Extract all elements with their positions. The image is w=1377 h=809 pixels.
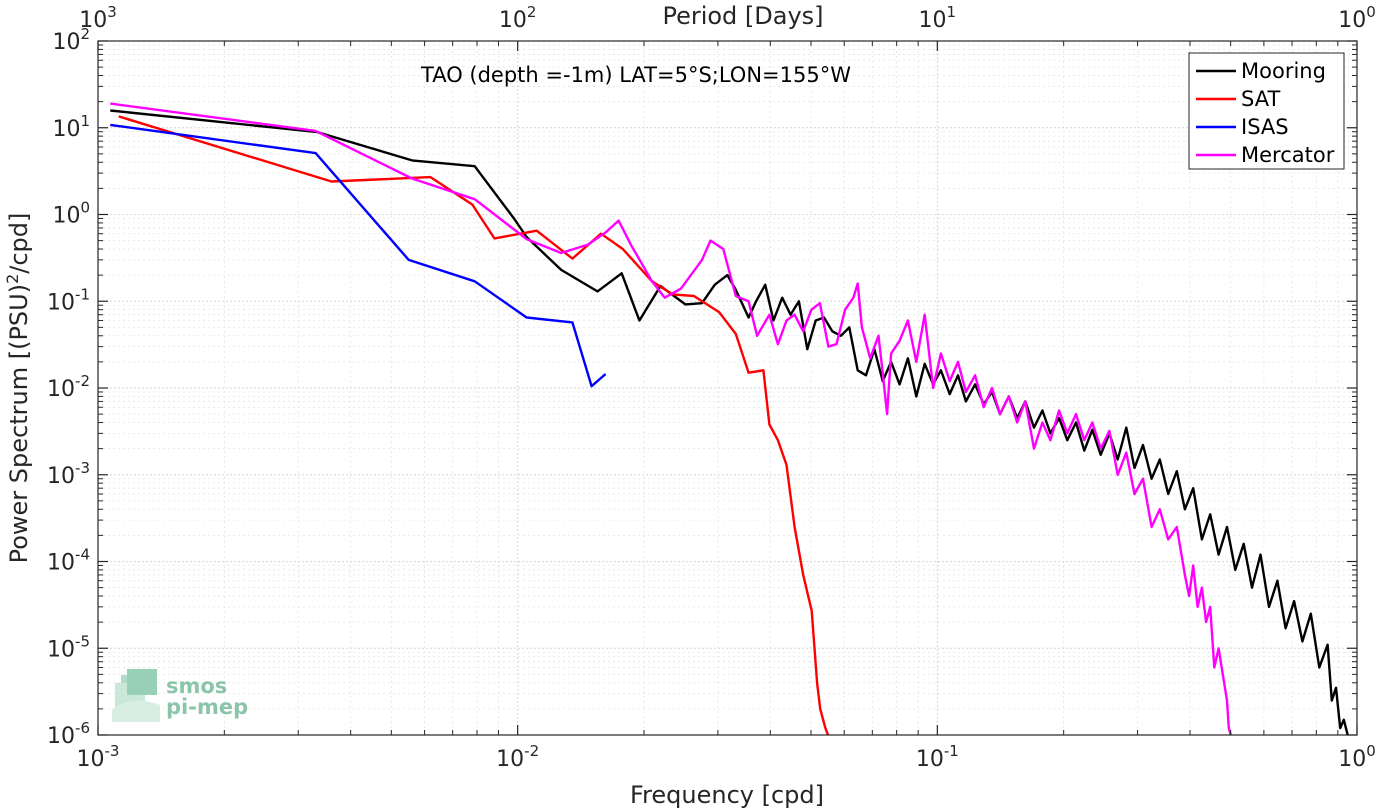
y-axis-title-suffix: /cpd] [5, 213, 33, 274]
x-tick-label: 10-2 [496, 742, 539, 772]
legend-label-sat: SAT [1241, 87, 1280, 111]
y-tick-label: 10-1 [47, 285, 90, 315]
y-tick-label: 101 [52, 112, 90, 142]
x-tick-label: 10-3 [77, 742, 120, 772]
series-line-mercator [110, 102, 1232, 735]
logo-mark-layer-3 [127, 669, 157, 695]
x-tick-label: 100 [1338, 742, 1376, 772]
series-line-sat [118, 115, 830, 735]
y-axis-title-prefix: Power Spectrum [(PSU) [5, 284, 33, 563]
logo-line-2: pi-mep [166, 695, 248, 719]
legend-label-mercator: Mercator [1241, 143, 1335, 167]
x2-tick-label: 100 [1338, 3, 1376, 33]
y-tick-label: 10-3 [47, 459, 90, 489]
logo-line-1: smos [166, 674, 227, 698]
logo-mark-wave [112, 700, 160, 722]
y-tick-label: 10-5 [47, 632, 90, 662]
chart-title: TAO (depth =-1m) LAT=5°S;LON=155°W [420, 63, 851, 87]
y-tick-label: 100 [52, 199, 90, 229]
y-tick-label: 10-6 [47, 719, 90, 749]
legend-label-mooring: Mooring [1241, 59, 1326, 83]
legend-label-isas: ISAS [1241, 115, 1289, 139]
x2-tick-label: 101 [919, 3, 957, 33]
x-axis-title: Frequency [cpd] [630, 781, 824, 809]
y-tick-label: 10-4 [47, 546, 90, 576]
series-line-isas [110, 123, 607, 388]
x2-tick-label: 103 [79, 3, 117, 33]
y-axis-title: Power Spectrum [(PSU)2/cpd] [3, 213, 33, 564]
legend-items: Mooring SAT ISAS Mercator [1196, 59, 1335, 167]
y-tick-label: 10-2 [47, 372, 90, 402]
smos-pi-mep-logo: smos pi-mep [112, 669, 248, 722]
legend-box [1188, 52, 1345, 170]
x2-tick-label: 102 [499, 3, 537, 33]
legend: Mooring SAT ISAS Mercator [1188, 52, 1345, 170]
series-layer [110, 102, 1349, 735]
y-axis-title-sup: 2 [3, 274, 22, 284]
x-tick-label: 10-1 [916, 742, 959, 772]
ticks-layer [97, 40, 1358, 736]
x2-axis-title: Period [Days] [662, 2, 823, 30]
y-tick-label: 102 [52, 25, 90, 55]
